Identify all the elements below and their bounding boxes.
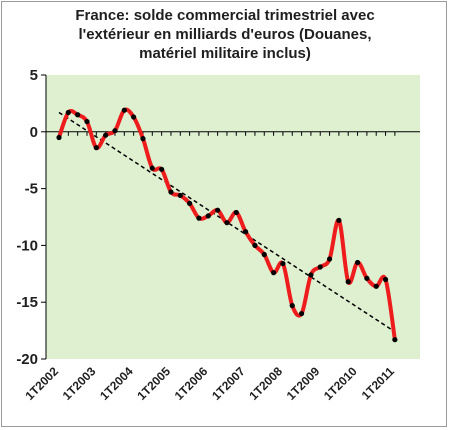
y-tick-label: -5 xyxy=(25,181,38,198)
chart-title: France: solde commercial trimestriel ave… xyxy=(75,7,375,62)
x-tick-label: 1T2006 xyxy=(172,364,211,403)
x-tick-label: 1T2008 xyxy=(246,364,285,403)
data-point xyxy=(75,112,81,118)
data-point xyxy=(298,310,305,317)
data-point xyxy=(364,275,370,281)
y-tick-label: -10 xyxy=(16,237,38,254)
data-point xyxy=(326,256,333,262)
data-point xyxy=(224,220,230,226)
data-point xyxy=(215,207,221,213)
y-axis-ticks: 5 0 -5 -10 -15 -20 xyxy=(16,67,46,368)
trend-line xyxy=(58,111,396,333)
data-point xyxy=(382,276,389,283)
x-tick-label: 1T2003 xyxy=(60,364,99,403)
data-point xyxy=(336,217,342,224)
data-point xyxy=(131,114,137,120)
data-point xyxy=(205,213,211,219)
data-point xyxy=(112,128,118,134)
y-tick-label: -15 xyxy=(16,294,38,311)
data-point xyxy=(187,200,193,206)
data-point xyxy=(233,209,239,216)
y-tick-label: -20 xyxy=(16,351,38,368)
data-point xyxy=(280,260,286,267)
data-point xyxy=(243,229,249,235)
data-point xyxy=(317,264,323,270)
data-point xyxy=(84,118,90,125)
data-point xyxy=(196,215,202,221)
data-point xyxy=(177,192,183,199)
data-point xyxy=(308,272,314,278)
x-tick-label: 1T2002 xyxy=(22,364,61,403)
data-point xyxy=(261,251,267,258)
data-point xyxy=(103,132,109,138)
data-point xyxy=(121,107,127,113)
data-point xyxy=(373,283,379,289)
data-point xyxy=(140,136,146,142)
x-tick-label: 1T2004 xyxy=(97,364,136,403)
data-point xyxy=(289,303,295,309)
y-tick-label: 5 xyxy=(30,67,38,84)
x-tick-label: 1T2009 xyxy=(284,364,323,403)
x-tick-label: 1T2007 xyxy=(209,364,248,403)
data-point xyxy=(252,242,258,248)
x-tick-label: 1T2010 xyxy=(321,364,360,403)
x-tick-label: 1T2005 xyxy=(134,364,173,403)
data-point xyxy=(56,134,62,141)
data-point xyxy=(270,270,277,276)
data-point xyxy=(168,189,174,195)
data-point xyxy=(159,166,165,172)
data-point xyxy=(354,259,361,266)
data-point xyxy=(65,109,71,116)
x-tick-label: 1T2011 xyxy=(359,364,397,402)
y-tick-label: 0 xyxy=(30,124,38,141)
data-point xyxy=(392,337,398,343)
series-layer xyxy=(56,107,398,343)
data-point xyxy=(93,145,99,151)
data-point xyxy=(345,279,351,285)
data-point xyxy=(149,165,155,171)
